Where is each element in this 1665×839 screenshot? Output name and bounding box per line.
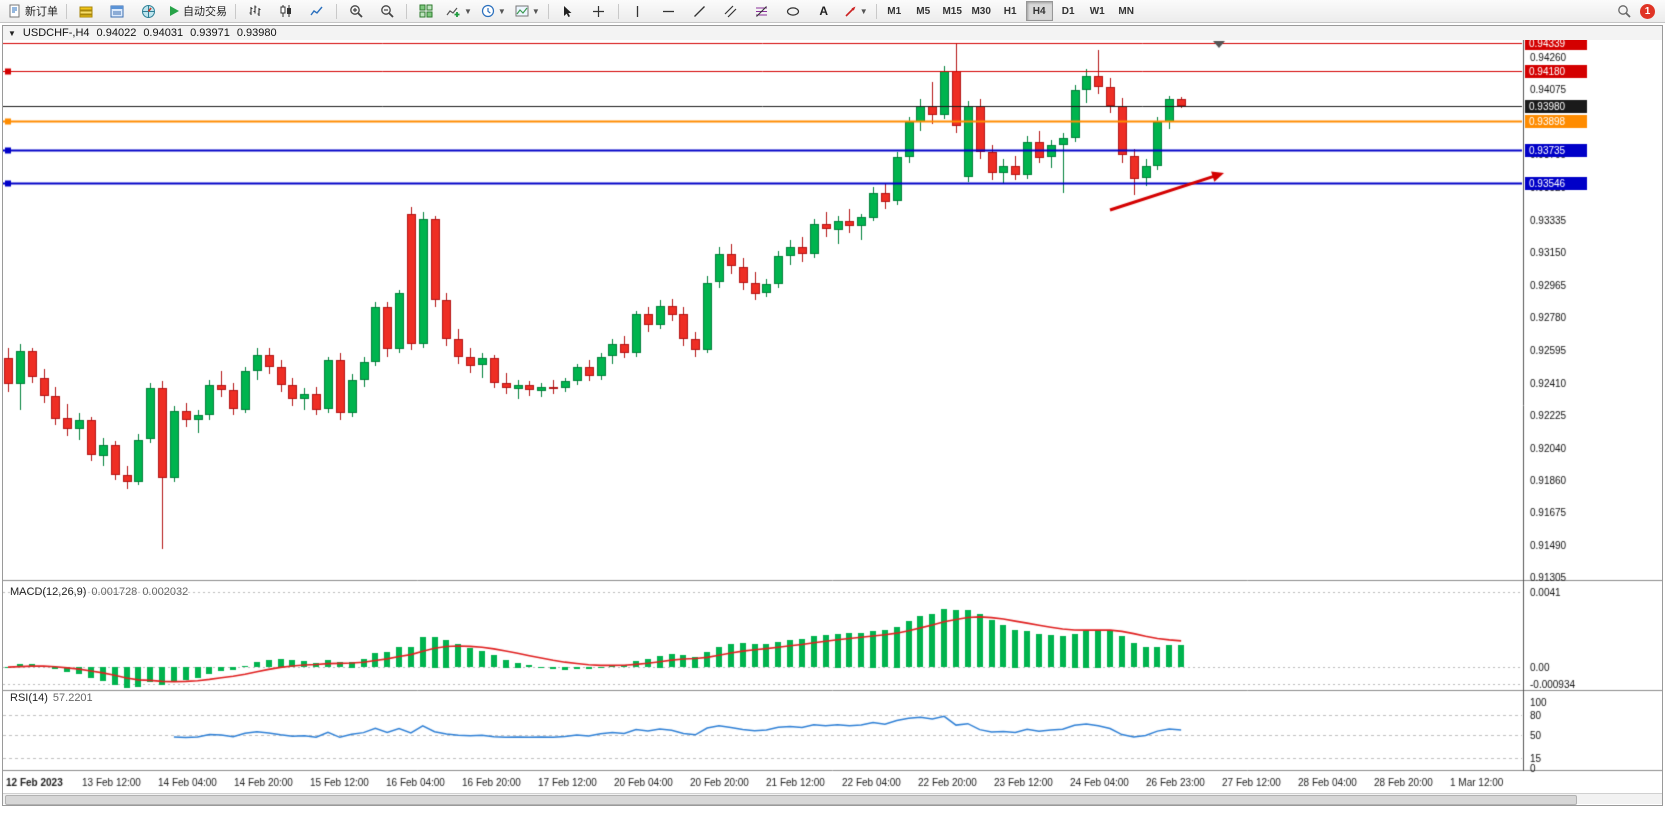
toolbar-separator (66, 3, 67, 19)
vertical-line-tool-button[interactable] (623, 0, 653, 22)
arrows-tool-button[interactable]: ▼ (840, 0, 872, 22)
toolbar-separator (235, 3, 236, 19)
new-order-icon (8, 4, 22, 18)
chevron-down-icon: ▼ (531, 6, 540, 16)
market-watch-button[interactable] (71, 0, 101, 22)
vertical-line-icon (631, 5, 644, 18)
ellipse-shape-icon (786, 5, 800, 18)
bar-chart-button[interactable] (240, 0, 270, 22)
timeframe-M5[interactable]: M5 (916, 5, 931, 17)
timeframe-M1[interactable]: M1 (887, 5, 902, 17)
chevron-down-icon: ▼ (859, 6, 868, 16)
indicators-button[interactable]: ▼ (442, 0, 476, 22)
templates-button[interactable]: ▼ (511, 0, 544, 22)
candlestick-chart-button[interactable] (271, 0, 301, 22)
zoom-out-button[interactable] (372, 0, 402, 22)
timeframe-M15[interactable]: M15 (942, 5, 962, 17)
template-image-icon (515, 4, 529, 18)
zoom-in-icon (349, 4, 364, 19)
timeframe-H1[interactable]: H1 (1003, 5, 1017, 17)
chart-horizontal-scrollbar[interactable] (3, 793, 1662, 805)
timeframe-H4[interactable]: H4 (1025, 1, 1053, 21)
channel-icon (724, 5, 737, 18)
notification-badge[interactable]: 1 (1640, 3, 1655, 19)
text-tool-icon: A (819, 4, 829, 18)
timeframe-W1[interactable]: W1 (1089, 5, 1105, 17)
timeframe-group: M1 M5 M15 M30 H1 H4 D1 W1 MN (881, 1, 1140, 21)
autotrade-button[interactable]: 自动交易 (164, 0, 231, 22)
fibonacci-tool-button[interactable] (747, 0, 777, 22)
cursor-tool-button[interactable] (553, 0, 583, 22)
periods-button[interactable]: ▼ (477, 0, 510, 22)
toolbar-separator (336, 3, 337, 19)
data-window-icon (110, 4, 125, 19)
toolbar-separator (547, 3, 549, 19)
line-chart-button[interactable] (302, 0, 332, 22)
chart-open-value: 0.94022 (96, 27, 137, 39)
chart-close-value: 0.93980 (236, 27, 277, 39)
chart-header[interactable]: ▼ USDCHF-,H4 0.94022 0.94031 0.93971 0.9… (3, 26, 1662, 41)
timeframe-M30[interactable]: M30 (971, 5, 991, 17)
autotrade-label: 自动交易 (183, 6, 227, 18)
toolbar-separator (406, 3, 407, 19)
chevron-down-icon: ▼ (497, 6, 506, 16)
horizontal-line-icon (662, 5, 675, 18)
navigator-icon (141, 4, 156, 19)
timeframe-D1[interactable]: D1 (1061, 5, 1075, 17)
timeframe-MN[interactable]: MN (1118, 5, 1134, 17)
trendline-icon (693, 5, 706, 18)
line-chart-icon (310, 4, 324, 18)
data-window-button[interactable] (102, 0, 132, 22)
channel-tool-button[interactable] (716, 0, 746, 22)
search-button[interactable] (1609, 0, 1639, 22)
zoom-in-button[interactable] (341, 0, 371, 22)
market-watch-icon (79, 4, 94, 19)
zoom-out-icon (380, 4, 395, 19)
scrollbar-thumb[interactable] (5, 795, 1577, 805)
chart-canvas[interactable] (3, 40, 1662, 793)
autotrade-play-icon (168, 5, 180, 17)
crosshair-tool-button[interactable] (584, 0, 614, 22)
search-icon (1617, 4, 1632, 19)
chart-low-value: 0.93971 (190, 27, 230, 39)
cursor-icon (561, 5, 574, 18)
crosshair-icon (592, 5, 605, 18)
bar-chart-icon (248, 4, 262, 18)
toolbar-separator (875, 3, 877, 19)
chart-high-value: 0.94031 (143, 27, 184, 39)
fibonacci-icon (755, 5, 768, 18)
clock-icon (481, 4, 495, 18)
chart-symbol-period: USDCHF-,H4 (22, 27, 90, 39)
indicators-icon (446, 4, 461, 19)
new-order-label: 新订单 (25, 6, 58, 18)
horizontal-line-tool-button[interactable] (654, 0, 684, 22)
tile-windows-icon (419, 4, 433, 18)
main-toolbar: 新订单 自动交易 (0, 0, 1665, 23)
new-order-button[interactable]: 新订单 (4, 0, 62, 22)
arrow-tool-icon (844, 5, 857, 18)
candlestick-chart-icon (279, 4, 293, 18)
trendline-tool-button[interactable] (685, 0, 715, 22)
window-menu-icon[interactable]: ▼ (8, 28, 16, 38)
text-tool-button[interactable]: A (809, 0, 839, 22)
navigator-button[interactable] (133, 0, 163, 22)
toolbar-separator (617, 3, 619, 19)
chevron-down-icon: ▼ (464, 6, 472, 16)
tile-windows-button[interactable] (411, 0, 441, 22)
shapes-tool-button[interactable] (778, 0, 808, 22)
